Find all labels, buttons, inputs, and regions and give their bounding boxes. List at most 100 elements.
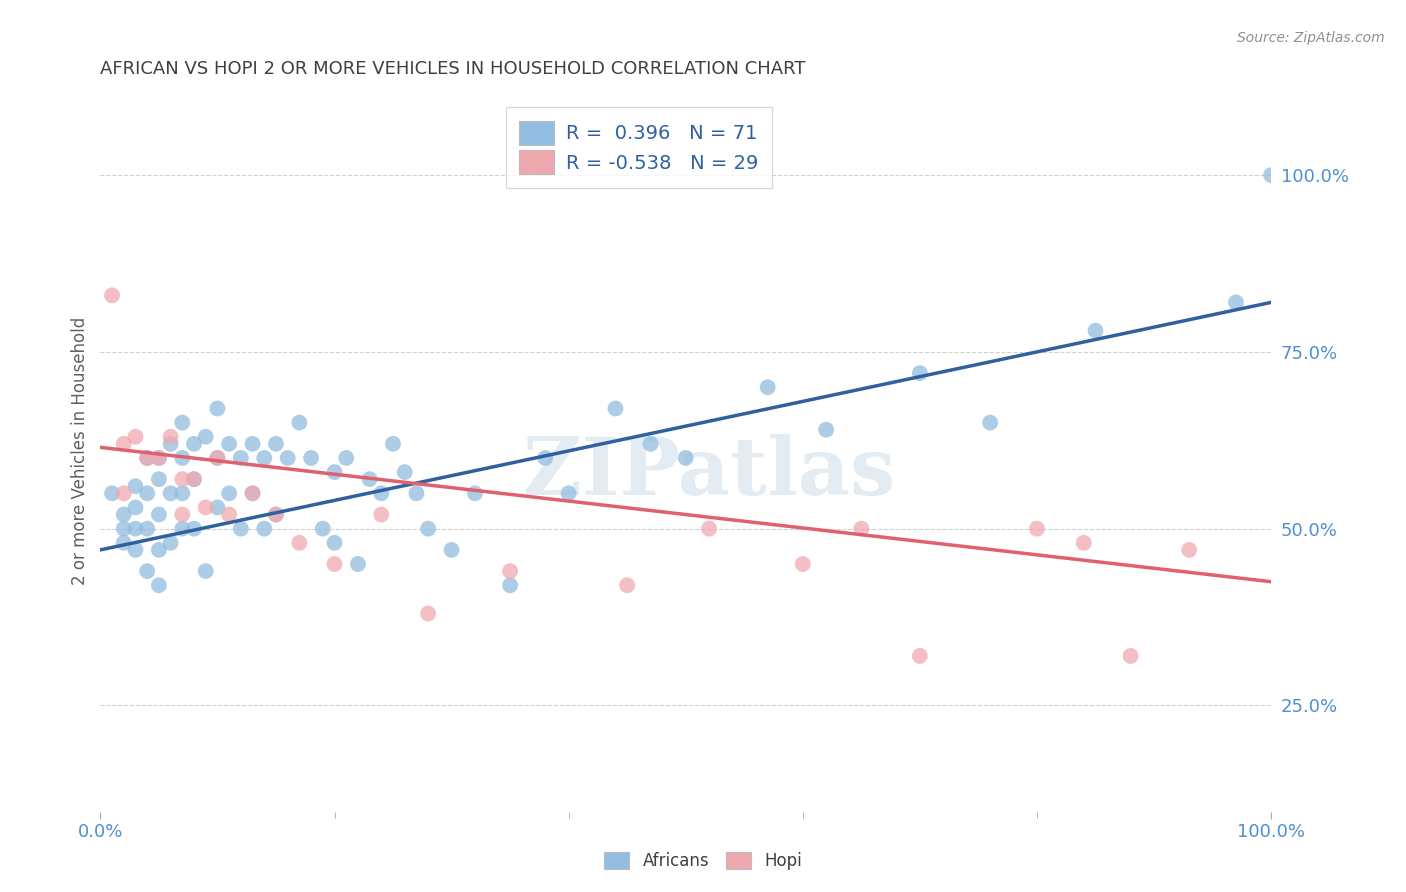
Point (159, 430, 181, 444)
Point (299, 450, 322, 465)
Point (359, 472, 381, 486)
Point (148, 508, 170, 522)
Point (382, 437, 405, 451)
Point (172, 508, 194, 522)
Point (347, 557, 370, 571)
Point (1119, 648, 1142, 663)
Point (159, 486, 181, 500)
Point (148, 542, 170, 557)
Point (148, 578, 170, 592)
Point (207, 450, 229, 465)
Point (640, 437, 662, 451)
Point (218, 437, 240, 451)
Legend: Africans, Hopi: Africans, Hopi (598, 845, 808, 877)
Point (101, 486, 124, 500)
Point (112, 536, 135, 550)
Point (207, 450, 229, 465)
Point (323, 557, 346, 571)
Point (370, 486, 392, 500)
Point (908, 648, 931, 663)
Point (183, 522, 205, 536)
Text: ZIPatlas: ZIPatlas (523, 434, 896, 511)
Point (1026, 522, 1049, 536)
Point (908, 366, 931, 380)
Point (207, 500, 229, 515)
Point (124, 479, 146, 493)
Point (183, 472, 205, 486)
Point (1178, 542, 1201, 557)
Point (323, 536, 346, 550)
Point (815, 423, 838, 437)
Point (194, 430, 217, 444)
Point (172, 486, 194, 500)
Point (277, 450, 299, 465)
Point (124, 430, 146, 444)
Point (136, 486, 159, 500)
Point (335, 450, 357, 465)
Point (112, 508, 135, 522)
Point (229, 450, 252, 465)
Point (756, 380, 779, 394)
Point (242, 486, 264, 500)
Point (1084, 324, 1107, 338)
Point (370, 508, 392, 522)
Point (264, 508, 287, 522)
Point (499, 564, 522, 578)
Y-axis label: 2 or more Vehicles in Household: 2 or more Vehicles in Household (72, 317, 89, 585)
Point (405, 486, 427, 500)
Point (124, 542, 146, 557)
Point (534, 450, 557, 465)
Point (124, 522, 146, 536)
Point (101, 288, 124, 302)
Point (172, 472, 194, 486)
Point (124, 500, 146, 515)
Point (159, 536, 181, 550)
Text: AFRICAN VS HOPI 2 OR MORE VEHICLES IN HOUSEHOLD CORRELATION CHART: AFRICAN VS HOPI 2 OR MORE VEHICLES IN HO… (100, 60, 806, 78)
Point (112, 437, 135, 451)
Point (148, 450, 170, 465)
Point (136, 450, 159, 465)
Point (557, 486, 579, 500)
Point (1073, 536, 1095, 550)
Text: Source: ZipAtlas.com: Source: ZipAtlas.com (1237, 31, 1385, 45)
Point (394, 465, 416, 479)
Point (183, 472, 205, 486)
Point (136, 564, 159, 578)
Point (288, 416, 311, 430)
Point (136, 522, 159, 536)
Point (675, 450, 697, 465)
Point (172, 416, 194, 430)
Point (172, 522, 194, 536)
Point (148, 472, 170, 486)
Point (253, 450, 276, 465)
Point (323, 465, 346, 479)
Point (616, 578, 638, 592)
Legend: R =  0.396   N = 71, R = -0.538   N = 29: R = 0.396 N = 71, R = -0.538 N = 29 (506, 107, 772, 187)
Point (112, 486, 135, 500)
Point (218, 508, 240, 522)
Point (979, 416, 1001, 430)
Point (253, 522, 276, 536)
Point (242, 437, 264, 451)
Point (148, 450, 170, 465)
Point (183, 437, 205, 451)
Point (697, 522, 720, 536)
Point (440, 542, 463, 557)
Point (207, 401, 229, 416)
Point (112, 522, 135, 536)
Point (464, 486, 486, 500)
Point (605, 401, 627, 416)
Point (218, 486, 240, 500)
Point (229, 522, 252, 536)
Point (1260, 168, 1282, 182)
Point (312, 522, 335, 536)
Point (792, 557, 814, 571)
Point (136, 450, 159, 465)
Point (851, 522, 873, 536)
Point (264, 437, 287, 451)
Point (194, 500, 217, 515)
Point (242, 486, 264, 500)
Point (288, 536, 311, 550)
Point (1225, 295, 1247, 310)
Point (418, 522, 440, 536)
